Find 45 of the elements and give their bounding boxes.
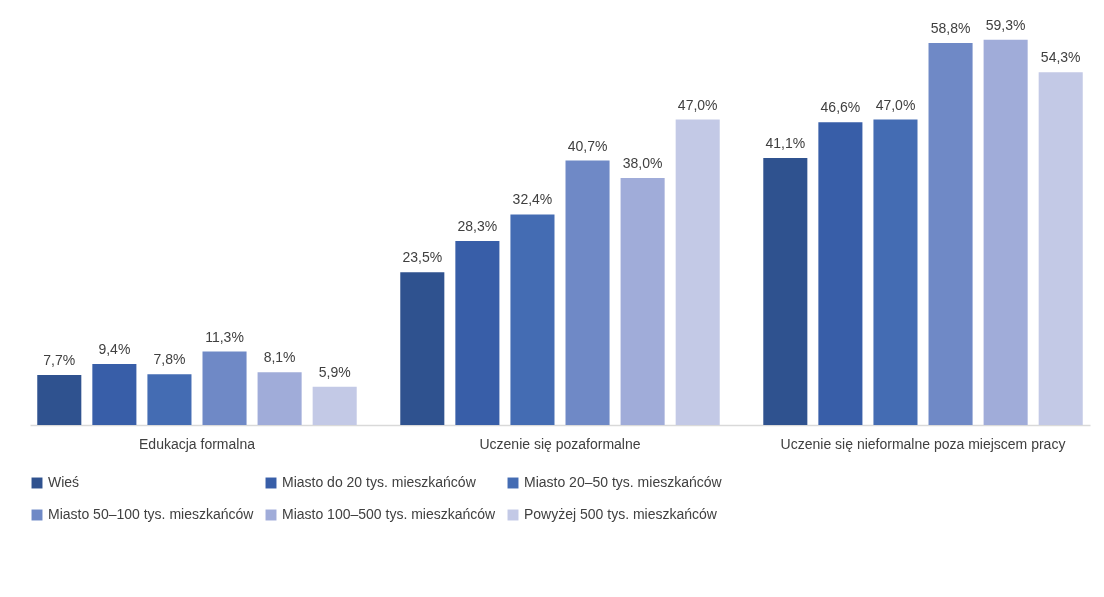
data-label: 8,1% (263, 349, 296, 366)
bar (620, 178, 665, 425)
bar (510, 214, 555, 425)
data-label: 58,8% (930, 19, 971, 36)
data-label: 32,4% (512, 191, 553, 208)
data-label: 23,5% (402, 249, 443, 266)
legend-label: Miasto 50–100 tys. mieszkańców (48, 506, 255, 522)
data-label: 54,3% (1040, 49, 1081, 66)
data-label: 28,3% (457, 218, 498, 235)
bar (455, 241, 500, 425)
data-label: 47,0% (677, 96, 718, 113)
x-tick-label: Edukacja formalna (139, 435, 256, 452)
legend-label: Powyżej 500 tys. mieszkańców (524, 506, 718, 522)
data-label: 40,7% (567, 137, 608, 154)
data-label: 11,3% (205, 328, 244, 345)
data-label: 41,1% (765, 134, 806, 151)
data-label: 7,8% (153, 351, 186, 368)
legend-label: Miasto do 20 tys. mieszkańców (282, 474, 477, 490)
bar (873, 119, 918, 425)
bar (257, 372, 302, 425)
legend-label: Miasto 100–500 tys. mieszkańców (282, 506, 497, 522)
data-label: 38,0% (622, 155, 663, 172)
data-label: 9,4% (98, 340, 131, 357)
bar (37, 374, 82, 425)
bar (92, 363, 137, 425)
bar (818, 122, 863, 425)
bar (565, 160, 610, 425)
bar (928, 42, 973, 425)
data-label: 46,6% (820, 99, 861, 116)
legend-label: Miasto 20–50 tys. mieszkańców (524, 474, 723, 490)
bar (675, 119, 720, 425)
bar (202, 351, 247, 425)
data-label: 5,9% (318, 363, 351, 380)
bar (147, 374, 192, 425)
data-label: 7,7% (43, 351, 76, 368)
legend-label: Wieś (48, 474, 80, 490)
bar (1038, 72, 1083, 425)
bar (400, 272, 445, 425)
x-tick-label: Uczenie się nieformalne poza miejscem pracy (780, 435, 1066, 452)
bar (312, 386, 357, 425)
data-label: 47,0% (875, 96, 916, 113)
x-tick-label: Uczenie się pozaformalne (479, 435, 641, 452)
bar (983, 39, 1028, 425)
bar (763, 157, 808, 425)
data-label: 59,3% (985, 16, 1026, 33)
